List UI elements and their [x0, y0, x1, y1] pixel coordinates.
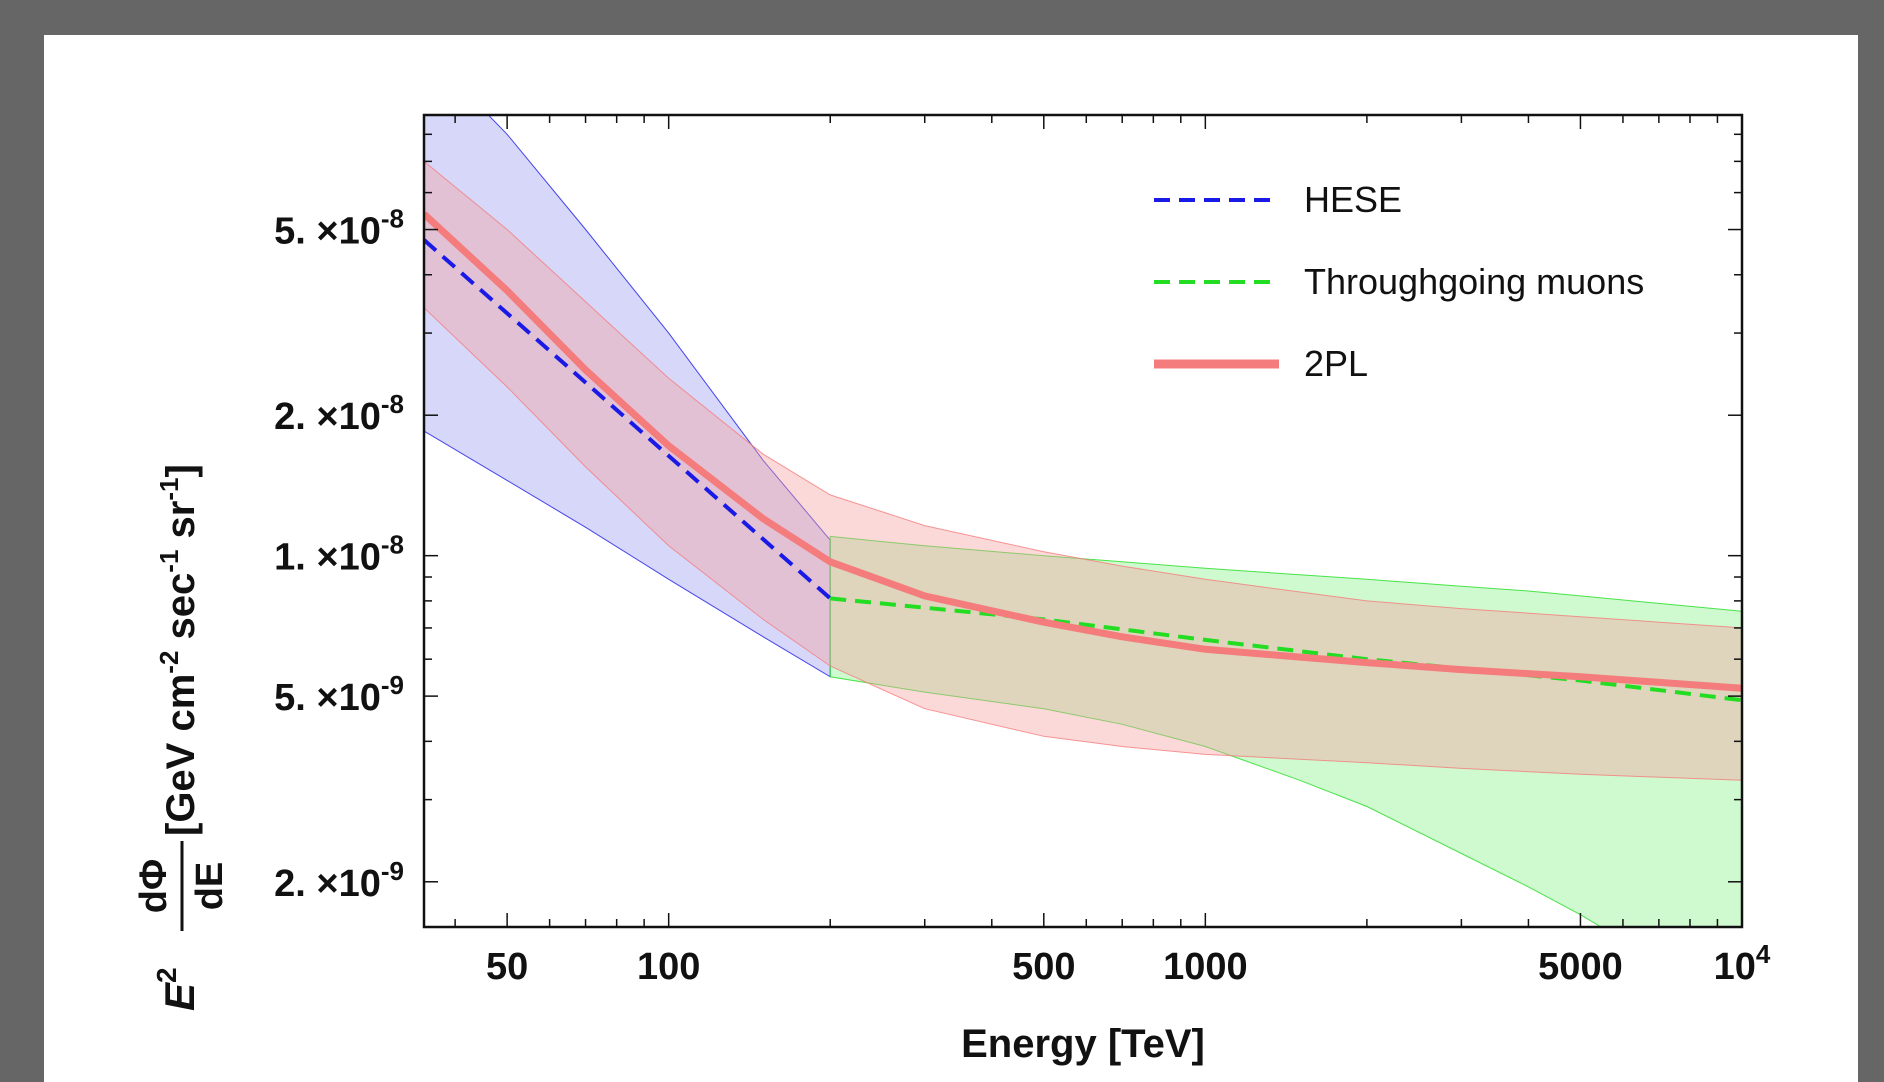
- y-tick-labels: 2. ×10-9 5. ×10-9 1. ×10-8 2. ×10-8 5. ×10-8: [274, 204, 404, 905]
- x-tick-label: 50: [486, 946, 528, 988]
- ylabel-frac-den: dE: [189, 862, 231, 911]
- 2pl-band: [424, 160, 1742, 781]
- uncertainty-bands: [424, 115, 1742, 927]
- x-axis-label: Energy [TeV]: [961, 1022, 1205, 1066]
- ylabel-frac-num: dΦ: [133, 859, 175, 913]
- 2pl-line: [424, 211, 1742, 692]
- y-axis-label: E2 dΦ dE [GeV cm-2 sec-1 sr-1]: [133, 464, 231, 1011]
- legend: HESE Throughgoing muons 2PL: [1154, 179, 1644, 384]
- x-tick-label: 104: [1714, 939, 1771, 988]
- plot-canvas: 50 100 500 1000 5000 104 2. ×10-9 5. ×10-9 1. ×…: [44, 35, 1858, 1082]
- y-tick-label: 5. ×10-9: [274, 670, 404, 719]
- x-tick-label: 1000: [1163, 946, 1248, 988]
- ylabel-units: [GeV cm-2 sec-1 sr-1]: [154, 464, 203, 836]
- legend-hese: HESE: [1154, 179, 1402, 220]
- legend-muons: Throughgoing muons: [1154, 261, 1644, 302]
- y-tick-label: 1. ×10-8: [274, 530, 404, 579]
- legend-label: 2PL: [1304, 343, 1368, 384]
- x-tick-label: 5000: [1538, 946, 1623, 988]
- legend-label: HESE: [1304, 179, 1402, 220]
- y-tick-label: 5. ×10-8: [274, 204, 404, 253]
- ylabel-prefix: E2: [151, 967, 203, 1011]
- chart-svg: 50 100 500 1000 5000 104 2. ×10-9 5. ×10-9 1. ×…: [133, 113, 1771, 1066]
- y-tick-label: 2. ×10-9: [274, 856, 404, 905]
- series-lines: [424, 211, 1742, 703]
- x-tick-labels: 50 100 500 1000 5000 104: [486, 939, 1771, 988]
- muon-band: [829, 535, 1742, 927]
- x-tick-label: 500: [1012, 946, 1075, 988]
- y-tick-label: 2. ×10-8: [274, 389, 404, 438]
- legend-2pl: 2PL: [1154, 343, 1368, 384]
- plot-frame: [422, 113, 1744, 929]
- x-tick-label: 100: [637, 946, 700, 988]
- legend-label: Throughgoing muons: [1304, 261, 1644, 302]
- hese-line: [424, 238, 832, 600]
- axis-ticks: [424, 115, 1743, 927]
